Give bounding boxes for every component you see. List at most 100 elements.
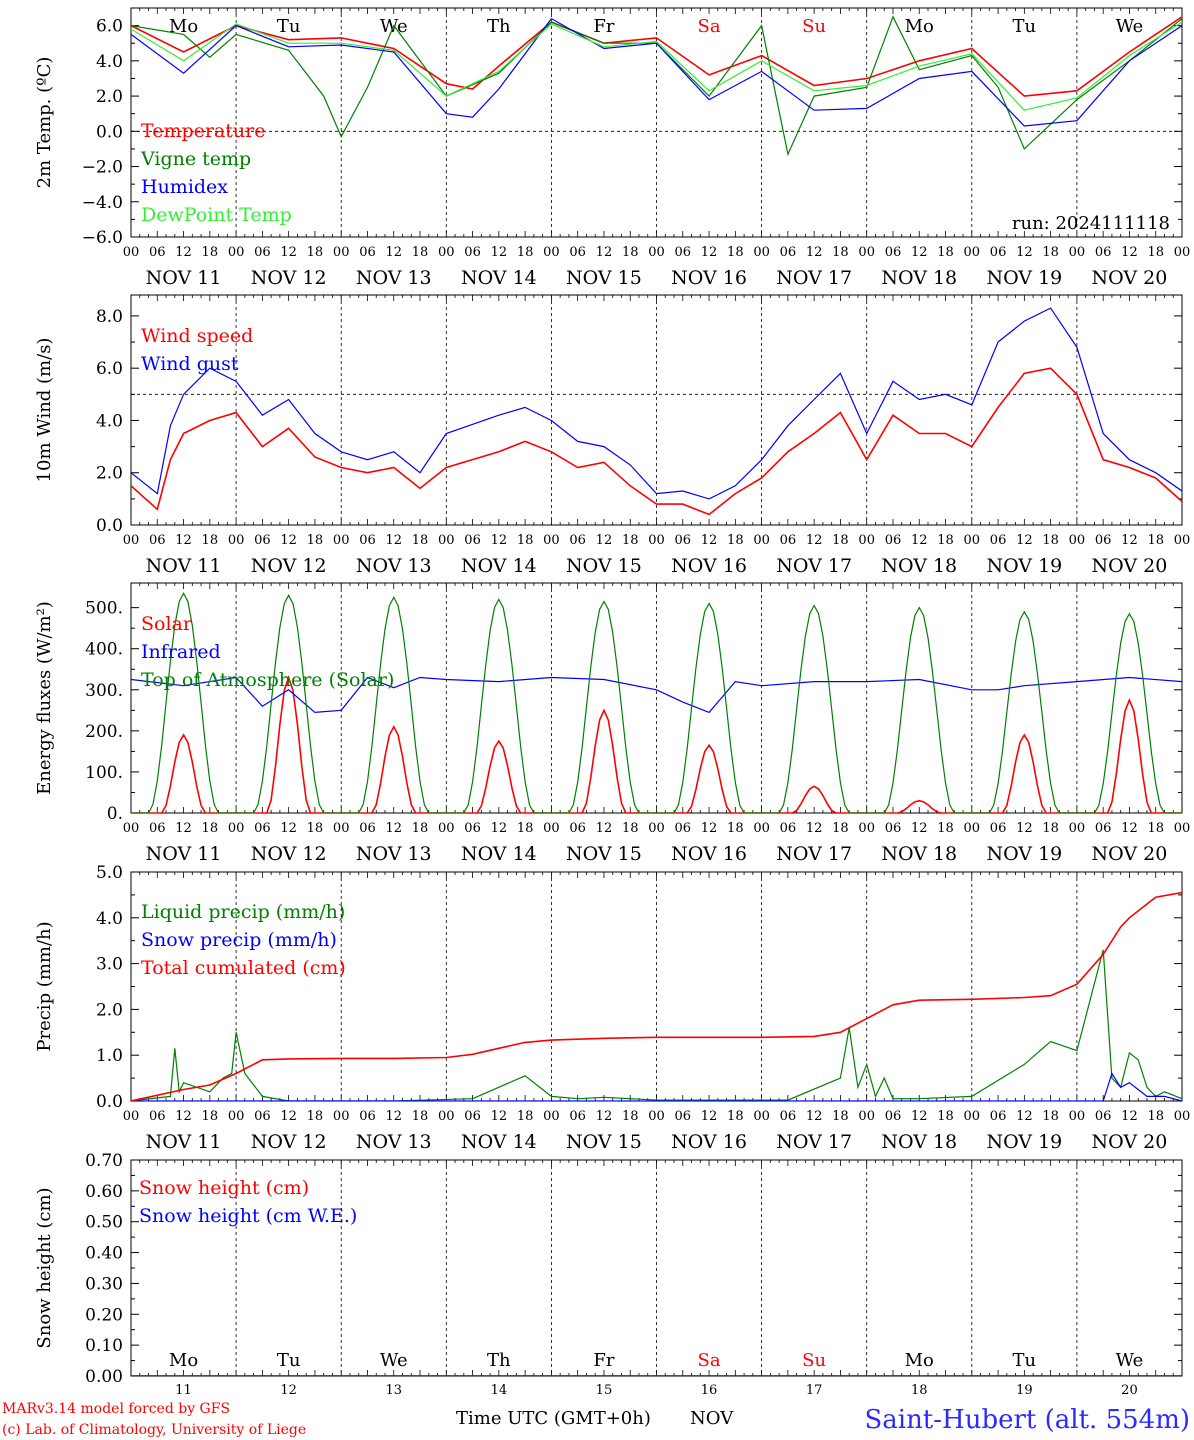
x-hour-label: 12 bbox=[1016, 1109, 1033, 1124]
y-tick-label: −2.0 bbox=[82, 158, 123, 178]
weekday-label: Tu bbox=[277, 16, 301, 37]
y-tick-label: 4.0 bbox=[96, 52, 123, 72]
x-hour-label: 12 bbox=[491, 1109, 508, 1124]
x-hour-label: 18 bbox=[307, 821, 324, 836]
panel-1: −6.0 −4.0 −2.0 0.0 2.0 4.0 6.0 2m Temp. (ºC) 00 0… bbox=[34, 7, 1190, 289]
series-wind-gust bbox=[131, 307, 1182, 500]
series-group bbox=[131, 1375, 1182, 1376]
weekday-label: Th bbox=[487, 1350, 511, 1371]
x-date-label: NOV 15 bbox=[566, 267, 642, 289]
x-hour-label: 00 bbox=[964, 821, 981, 836]
x-date-label: NOV 16 bbox=[671, 843, 747, 865]
x-date-label: NOV 16 bbox=[671, 267, 747, 289]
x-hour-label: 06 bbox=[1095, 533, 1112, 548]
x-date-label: NOV 19 bbox=[986, 1131, 1062, 1153]
series-total-cumulated-cm bbox=[131, 891, 1182, 1101]
y-tick-label: 5.0 bbox=[96, 863, 123, 883]
x-hour-label: 12 bbox=[911, 245, 928, 260]
legend-liquid-precip-mm-h: Liquid precip (mm/h) bbox=[141, 901, 345, 923]
x-hour-label: 06 bbox=[780, 533, 797, 548]
x-hour-label: 00 bbox=[1174, 821, 1191, 836]
x-hour-label: 06 bbox=[990, 821, 1007, 836]
x-hour-label: 12 bbox=[175, 821, 192, 836]
y-axis-title: 2m Temp. (ºC) bbox=[34, 57, 55, 189]
x-hour-label: 06 bbox=[1095, 821, 1112, 836]
x-day-number: 19 bbox=[1016, 1383, 1033, 1398]
y-tick-label: 300. bbox=[85, 681, 123, 701]
x-hour-label: 12 bbox=[491, 821, 508, 836]
series-wind-speed bbox=[131, 367, 1182, 516]
x-hour-label: 06 bbox=[1095, 245, 1112, 260]
legend-wind-speed: Wind speed bbox=[141, 325, 253, 347]
x-hour-label: 00 bbox=[438, 1109, 455, 1124]
x-hour-label: 18 bbox=[1147, 1109, 1164, 1124]
y-axis-title: Energy fluxes (W/m²) bbox=[34, 601, 55, 795]
x-hour-label: 00 bbox=[333, 821, 350, 836]
x-hour-label: 18 bbox=[832, 245, 849, 260]
panel-5: 0.00 0.10 0.20 0.30 0.40 0.50 0.60 0.70 Snow hei… bbox=[34, 1151, 1183, 1398]
x-hour-label: 12 bbox=[491, 533, 508, 548]
x-hour-label: 00 bbox=[1069, 245, 1086, 260]
y-tick-label: 500. bbox=[85, 599, 123, 619]
x-hour-label: 06 bbox=[149, 821, 166, 836]
x-hour-label: 06 bbox=[675, 533, 692, 548]
x-hour-label: 18 bbox=[1147, 821, 1164, 836]
x-hour-label: 00 bbox=[228, 245, 245, 260]
x-hour-label: 00 bbox=[543, 245, 560, 260]
x-hour-label: 18 bbox=[832, 821, 849, 836]
x-hour-label: 00 bbox=[438, 245, 455, 260]
panel-2: 0.0 2.0 4.0 6.0 8.0 10m Wind (m/s) 00 06 12 18 NOV… bbox=[34, 294, 1191, 577]
y-axis-title: 10m Wind (m/s) bbox=[34, 338, 55, 483]
x-hour-label: 00 bbox=[964, 245, 981, 260]
x-hour-label: 06 bbox=[885, 821, 902, 836]
x-hour-label: 18 bbox=[622, 1109, 639, 1124]
legend-snow-height-cm-w-e: Snow height (cm W.E.) bbox=[139, 1205, 357, 1227]
x-hour-label: 06 bbox=[254, 245, 271, 260]
x-hour-label: 00 bbox=[438, 533, 455, 548]
x-hour-label: 18 bbox=[1042, 1109, 1059, 1124]
series-temperature bbox=[131, 15, 1182, 97]
series-humidex bbox=[131, 17, 1182, 127]
y-tick-label: 6.0 bbox=[96, 17, 123, 37]
x-hour-label: 00 bbox=[858, 245, 875, 260]
y-tick-label: 0.20 bbox=[85, 1305, 123, 1325]
x-date-label: NOV 11 bbox=[146, 1131, 222, 1153]
x-hour-label: 12 bbox=[911, 1109, 928, 1124]
x-hour-label: 18 bbox=[412, 533, 429, 548]
y-tick-label: 0.0 bbox=[96, 122, 123, 142]
x-hour-label: 18 bbox=[412, 1109, 429, 1124]
x-hour-label: 00 bbox=[753, 245, 770, 260]
x-hour-label: 00 bbox=[858, 821, 875, 836]
x-hour-label: 18 bbox=[727, 1109, 744, 1124]
x-hour-label: 00 bbox=[648, 1109, 665, 1124]
x-hour-label: 00 bbox=[333, 1109, 350, 1124]
x-date-label: NOV 15 bbox=[566, 555, 642, 577]
legend-top-of-atmosphere-solar: Top of Atmosphere (Solar) bbox=[141, 669, 394, 691]
x-day-number: 11 bbox=[175, 1383, 192, 1398]
x-hour-label: 18 bbox=[937, 821, 954, 836]
panel-4: 0.0 1.0 2.0 3.0 4.0 5.0 Precip (mm/h) 00 06 12 18 N… bbox=[34, 863, 1190, 1153]
x-hour-label: 06 bbox=[359, 821, 376, 836]
x-hour-label: 00 bbox=[648, 821, 665, 836]
x-date-label: NOV 14 bbox=[461, 267, 537, 289]
x-hour-label: 18 bbox=[832, 533, 849, 548]
series-vigne-temp bbox=[131, 15, 1182, 157]
weekday-label: Su bbox=[802, 1350, 826, 1371]
x-hour-label: 18 bbox=[727, 821, 744, 836]
series-snow-precip-mm-h bbox=[131, 1072, 1182, 1101]
x-hour-label: 06 bbox=[675, 1109, 692, 1124]
series-group bbox=[131, 307, 1182, 516]
weekday-label: Tu bbox=[1013, 16, 1037, 37]
y-tick-label: 4.0 bbox=[96, 411, 123, 431]
x-hour-label: 00 bbox=[1174, 533, 1191, 548]
y-tick-label: 0.10 bbox=[85, 1336, 123, 1356]
x-hour-label: 00 bbox=[648, 533, 665, 548]
x-date-label: NOV 16 bbox=[671, 1131, 747, 1153]
weekday-label: Sa bbox=[698, 1350, 721, 1371]
x-date-label: NOV 14 bbox=[461, 555, 537, 577]
x-hour-label: 18 bbox=[937, 533, 954, 548]
x-hour-label: 00 bbox=[123, 245, 140, 260]
x-hour-label: 12 bbox=[175, 245, 192, 260]
series-group bbox=[131, 15, 1182, 157]
x-hour-label: 06 bbox=[359, 1109, 376, 1124]
